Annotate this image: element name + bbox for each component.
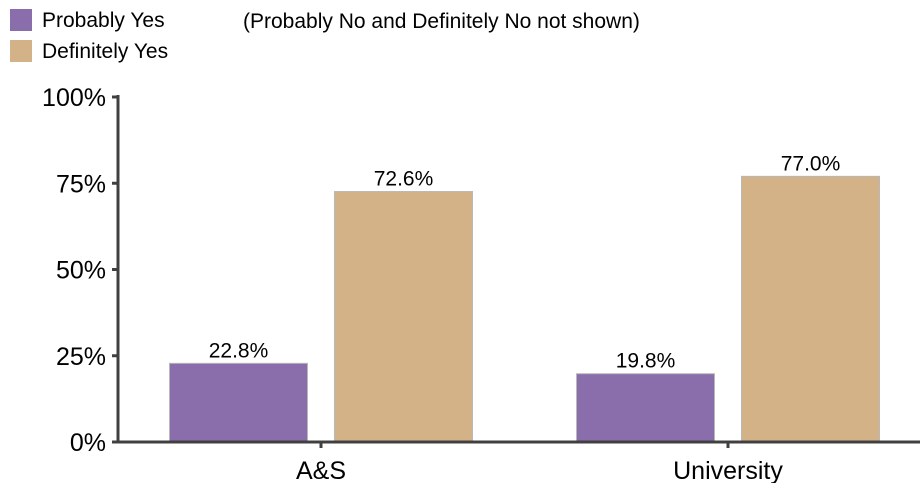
legend-label: Probably Yes bbox=[42, 9, 165, 32]
chart-note: (Probably No and Definitely No not shown… bbox=[243, 10, 640, 33]
data-label: 19.8% bbox=[616, 350, 676, 373]
data-label: 77.0% bbox=[781, 152, 841, 175]
bar bbox=[334, 191, 473, 443]
x-tick-label: A&S bbox=[296, 457, 346, 483]
legend-label: Definitely Yes bbox=[42, 40, 168, 63]
legend-swatch bbox=[10, 9, 32, 31]
legend-swatch bbox=[10, 40, 32, 62]
y-tick-label: 100% bbox=[42, 84, 106, 112]
y-axis: 0% 25% 50% 75% 100% bbox=[42, 84, 120, 457]
y-tick-label: 0% bbox=[70, 429, 106, 457]
x-tick-label: University bbox=[673, 457, 783, 483]
y-tick-label: 75% bbox=[56, 170, 106, 198]
x-axis: A&S University bbox=[117, 440, 920, 483]
bar bbox=[576, 373, 715, 443]
y-tick-label: 50% bbox=[56, 257, 106, 285]
bar bbox=[741, 175, 880, 443]
bar bbox=[169, 362, 308, 443]
data-label: 72.6% bbox=[374, 168, 434, 191]
data-label: 22.8% bbox=[209, 339, 269, 362]
bars: 22.8% 72.6% 19.8% 77.0% bbox=[169, 152, 880, 443]
legend: Probably Yes Definitely Yes bbox=[10, 9, 168, 63]
y-tick-label: 25% bbox=[56, 343, 106, 371]
